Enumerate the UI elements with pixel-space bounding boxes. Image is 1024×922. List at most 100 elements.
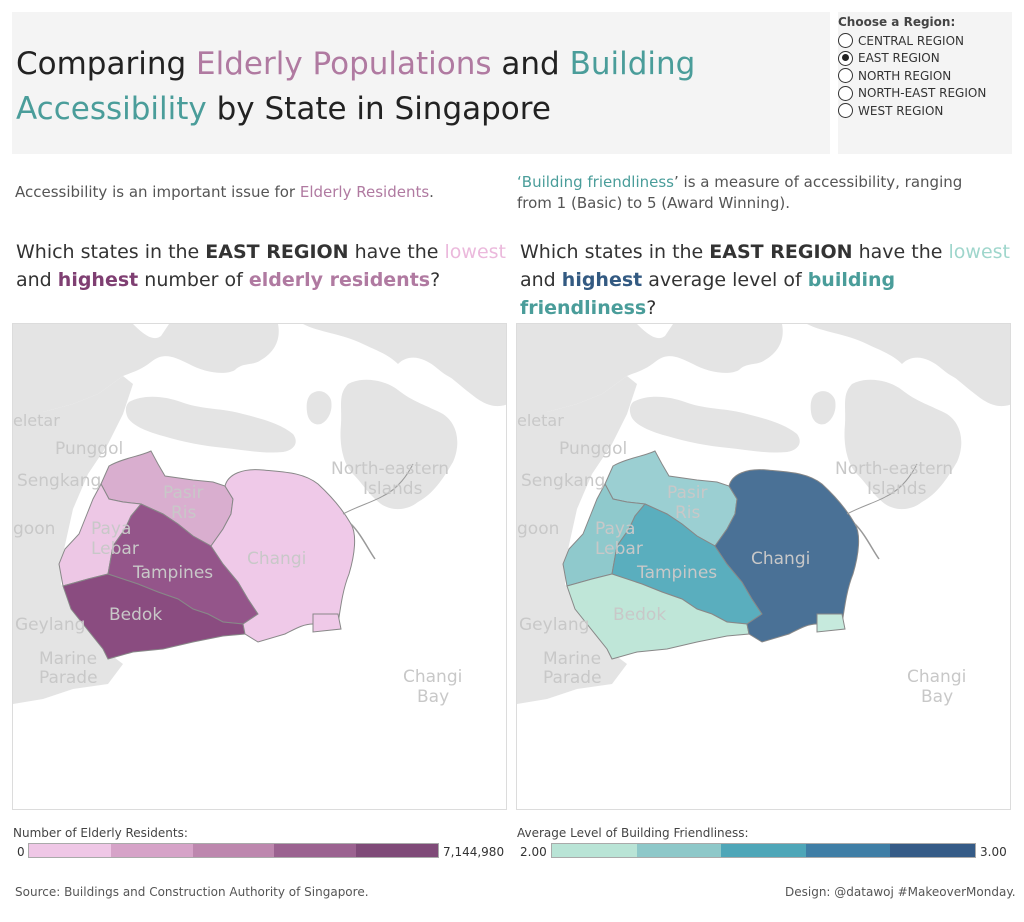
- legend-swatch-5: [890, 844, 975, 857]
- legend-swatch-5: [356, 844, 438, 857]
- legend-swatch-3: [721, 844, 806, 857]
- map-label-seletar: eletar: [13, 411, 60, 430]
- map-label-changi: Changi: [751, 549, 810, 569]
- land-johor: [13, 324, 279, 412]
- state-changi[interactable]: [210, 469, 356, 643]
- legend-swatch-2: [110, 844, 193, 857]
- map-label-pasir-ris: Pasir: [163, 483, 203, 503]
- map-label-paya: Paya: [91, 519, 131, 539]
- region-option-label: WEST REGION: [858, 103, 944, 118]
- land-islet-small: [306, 391, 332, 425]
- map-label-changi-bay: Changi: [403, 667, 462, 687]
- state-changi-bay[interactable]: [816, 613, 846, 633]
- map-label-parade: Parade: [39, 668, 98, 688]
- radio-button[interactable]: [838, 33, 853, 49]
- map-label-ne-islands: North-eastern: [331, 459, 449, 479]
- ferry-route: [342, 463, 414, 515]
- land-pulau-tekong: [844, 379, 962, 510]
- elderly-legend-min: 0: [17, 845, 25, 859]
- map-label-bay: Bay: [921, 687, 953, 707]
- region-selector: Choose a Region: CENTRAL REGION EAST REGI…: [838, 12, 1012, 154]
- radio-button[interactable]: [838, 68, 853, 84]
- map-label-pasir-ris-2: Ris: [675, 503, 701, 523]
- region-options: CENTRAL REGION EAST REGION NORTH REGION NOR…: [838, 32, 986, 120]
- map-label-parade: Parade: [543, 668, 602, 688]
- map-label-tampines: Tampines: [636, 563, 717, 583]
- right-description: ‘Building friendliness’ is a measure of …: [517, 173, 963, 212]
- region-option-north-region[interactable]: NORTH REGION: [838, 67, 986, 85]
- map-label-tampines: Tampines: [132, 563, 213, 583]
- legend-swatch-1: [552, 844, 637, 857]
- map-label-paya: Paya: [595, 519, 635, 539]
- title-text: and: [491, 46, 570, 82]
- region-option-west-region[interactable]: WEST REGION: [838, 102, 986, 120]
- map-label-hougang: goon: [517, 519, 559, 539]
- map-label-pasir-ris: Pasir: [667, 483, 707, 503]
- map-label-marine: Marine: [543, 649, 601, 669]
- friendliness-legend-min: 2.00: [520, 845, 547, 859]
- radio-button[interactable]: [838, 50, 853, 66]
- state-changi[interactable]: [714, 469, 860, 643]
- title-highlight-elderly: Elderly Populations: [196, 46, 492, 82]
- highest-label: highest: [561, 269, 643, 291]
- building-friendliness-highlight: Building friendliness: [521, 173, 674, 191]
- design-credit: Design: @datawoj #MakeoverMonday.: [785, 885, 1016, 899]
- friendliness-map-svg: eletar Punggol Sengkang goon Pasir Ris P…: [517, 324, 1010, 707]
- region-option-north-east-region[interactable]: NORTH-EAST REGION: [838, 85, 986, 103]
- friendliness-legend-bar: [551, 843, 976, 858]
- left-question: Which states in the EAST REGION have the…: [16, 241, 506, 291]
- map-label-sengkang: Sengkang: [17, 471, 101, 491]
- elderly-residents-highlight: Elderly Residents: [299, 183, 430, 201]
- coastline-changi: [854, 523, 880, 560]
- region-option-label: EAST REGION: [858, 51, 940, 66]
- elderly-legend-bar: [28, 843, 439, 858]
- land-pulau-ubin: [125, 396, 296, 453]
- legend-swatch-4: [274, 844, 357, 857]
- elderly-legend-max: 7,144,980: [443, 845, 505, 859]
- region-option-east-region[interactable]: EAST REGION: [838, 50, 986, 68]
- state-changi-bay[interactable]: [312, 613, 342, 633]
- map-label-changi-bay: Changi: [907, 667, 966, 687]
- friendliness-legend-max: 3.00: [980, 845, 1007, 859]
- land-mainland-west: [517, 376, 637, 704]
- title-text: by State in Singapore: [206, 91, 551, 127]
- dashboard-title: Comparing Elderly Populations and Buildi…: [16, 42, 816, 132]
- legend-swatch-1: [29, 844, 111, 857]
- source-note: Source: Buildings and Construction Autho…: [15, 885, 369, 899]
- map-label-changi: Changi: [247, 549, 306, 569]
- title-highlight-accessibility: Accessibility: [16, 91, 207, 127]
- background-land: [13, 324, 506, 704]
- highest-label: highest: [57, 269, 139, 291]
- friendliness-legend-title: Average Level of Building Friendliness:: [517, 826, 749, 840]
- elderly-residents-label: elderly residents: [248, 269, 431, 291]
- title-highlight-building: Building: [569, 46, 696, 82]
- map-label-geylang: Geylang: [519, 615, 589, 635]
- radio-button[interactable]: [838, 85, 853, 101]
- region-option-label: NORTH REGION: [858, 68, 952, 83]
- coastline-lines: [342, 463, 414, 560]
- lowest-label: lowest: [444, 241, 506, 263]
- left-description: Accessibility is an important issue for …: [15, 183, 434, 201]
- map-label-islands: Islands: [363, 479, 423, 499]
- region-selector-title: Choose a Region:: [838, 15, 956, 29]
- elderly-legend-title: Number of Elderly Residents:: [13, 826, 188, 840]
- map-label-punggol: Punggol: [559, 439, 627, 459]
- land-islet: [931, 324, 1010, 407]
- map-label-bedok: Bedok: [109, 605, 162, 625]
- map-label-hougang: goon: [13, 519, 55, 539]
- coastline-changi: [350, 523, 376, 560]
- elderly-map-svg: eletar Punggol Sengkang goon Pasir Ris P…: [13, 324, 506, 707]
- background-land: [517, 324, 1010, 704]
- map-label-geylang: Geylang: [15, 615, 85, 635]
- map-label-punggol: Punggol: [55, 439, 123, 459]
- legend-swatch-3: [192, 844, 275, 857]
- right-question: Which states in the EAST REGION have the…: [520, 241, 1010, 319]
- building-friendliness-map[interactable]: eletar Punggol Sengkang goon Pasir Ris P…: [516, 323, 1011, 810]
- elderly-residents-map[interactable]: eletar Punggol Sengkang goon Pasir Ris P…: [12, 323, 507, 810]
- region-option-central-region[interactable]: CENTRAL REGION: [838, 32, 986, 50]
- legend-swatch-4: [805, 844, 891, 857]
- radio-button[interactable]: [838, 103, 853, 119]
- land-pulau-ubin: [629, 396, 800, 453]
- land-mainland-west: [13, 376, 133, 704]
- map-label-seletar: eletar: [517, 411, 564, 430]
